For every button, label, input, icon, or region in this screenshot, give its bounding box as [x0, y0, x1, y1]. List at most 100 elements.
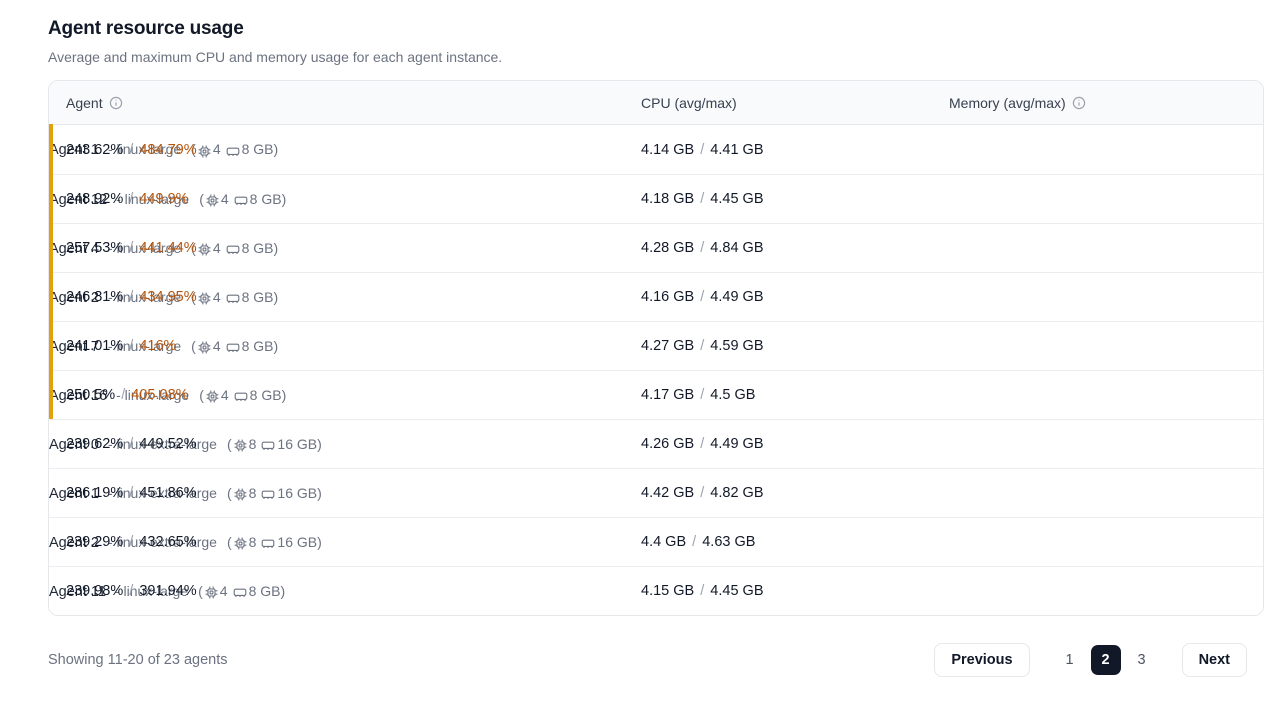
cpu-max-value: 416%: [139, 338, 177, 354]
agent-runner-type: - linux-large: [108, 288, 182, 305]
agent-ram-size: 8 GB: [241, 288, 274, 305]
cpu-usage-cell: 239.98% / 391.94%: [66, 583, 641, 599]
memory-icon: [233, 586, 247, 599]
memory-usage-cell: 4.15 GB / 4.45 GB: [641, 583, 949, 599]
agent-name: Agent 12: [49, 191, 108, 208]
memory-max-value: 4.84 GB: [710, 240, 764, 256]
memory-usage-cell: 4.14 GB / 4.41 GB: [641, 142, 949, 158]
agent-cell: Agent 12 - linux-large ( 4: [49, 191, 286, 208]
cpu-max-value: 434.95%: [139, 289, 197, 305]
cpu-usage-cell: 243.62% / 484.79%: [66, 142, 641, 158]
agent-runner-type: - linux-large: [114, 582, 189, 599]
cpu-chip-icon: [234, 537, 247, 550]
agent-ram-size: 16 GB: [277, 435, 318, 452]
table-row: Agent 7 - linux-large ( 4: [49, 321, 1263, 370]
memory-avg-value: 4.27 GB: [641, 338, 695, 354]
page-number-1[interactable]: 1: [1055, 645, 1085, 675]
value-separator: /: [129, 583, 134, 599]
high-usage-indicator-bar: [49, 272, 53, 321]
agent-spec: ( 4: [191, 288, 279, 305]
agent-ram-size: 8 GB: [241, 337, 274, 354]
memory-icon: [226, 145, 240, 158]
results-summary: Showing 11-20 of 23 agents: [48, 652, 228, 668]
cpu-avg-value: 248.92%: [66, 191, 124, 207]
cpu-max-value: 449.9%: [139, 191, 189, 207]
agent-runner-type: - linux-extra-large: [108, 435, 217, 452]
agent-name: Agent 4: [49, 240, 99, 257]
memory-usage-cell: 4.42 GB / 4.82 GB: [641, 485, 949, 501]
value-separator: /: [700, 191, 705, 207]
agent-spec: ( 8: [226, 435, 322, 452]
agent-spec: ( 4: [199, 386, 287, 403]
info-icon[interactable]: [1072, 96, 1086, 110]
table-row: Agent 2 - linux-extra-large ( 8: [49, 517, 1263, 566]
table-header-row: Agent CPU (avg/max) Memory (avg/max): [49, 81, 1263, 125]
value-separator: /: [700, 387, 705, 403]
agent-cpu-count: 8: [248, 484, 257, 501]
agent-spec: ( 4: [191, 337, 279, 354]
page-subtitle: Average and maximum CPU and memory usage…: [48, 49, 503, 65]
agent-cpu-count: 4: [212, 141, 221, 157]
table-row: Agent 16 - linux-large ( 4: [49, 370, 1263, 419]
memory-avg-value: 4.15 GB: [641, 583, 695, 599]
memory-icon: [226, 292, 240, 305]
memory-icon: [226, 341, 240, 354]
memory-icon: [261, 439, 275, 452]
page: Agent resource usage Average and maximum…: [48, 18, 1264, 677]
page-number-2[interactable]: 2: [1090, 645, 1121, 675]
memory-avg-value: 4.4 GB: [641, 534, 687, 550]
cpu-avg-value: 257.53%: [66, 240, 124, 256]
agent-runner-type: - linux-large: [108, 141, 182, 157]
agent-runner-type: - linux-extra-large: [108, 533, 217, 550]
agent-spec: ( 4: [198, 582, 286, 599]
cpu-chip-icon: [198, 341, 211, 354]
table-row: Agent 11 - linux-large ( 4: [49, 566, 1263, 615]
value-separator: /: [129, 191, 134, 207]
memory-icon: [234, 390, 248, 403]
agent-name: Agent 7: [49, 338, 99, 355]
high-usage-indicator-bar: [49, 124, 53, 174]
cpu-avg-value: 243.62%: [66, 141, 124, 158]
cpu-usage-cell: 241.01% / 416%: [66, 338, 641, 354]
cpu-max-value: 441.44%: [139, 240, 197, 256]
value-separator: /: [700, 141, 705, 158]
table-row: Agent 1 - linux-extra-large ( 8: [49, 468, 1263, 517]
high-usage-indicator-bar: [49, 321, 53, 370]
memory-icon: [261, 488, 275, 501]
agent-ram-size: 8 GB: [241, 239, 274, 256]
agent-spec: ( 4: [191, 239, 279, 256]
high-usage-indicator-bar: [49, 223, 53, 272]
high-usage-indicator-bar: [49, 370, 53, 419]
agent-cpu-count: 4: [212, 337, 221, 354]
agent-cell: Agent 4 - linux-large ( 4: [49, 240, 278, 257]
cpu-avg-value: 241.01%: [66, 338, 124, 354]
memory-usage-cell: 4.16 GB / 4.49 GB: [641, 289, 949, 305]
agent-cell: Agent 0 - linux-extra-large ( 8: [49, 436, 322, 453]
cpu-max-value: 391.94%: [139, 583, 197, 599]
cpu-usage-cell: 248.92% / 449.9%: [66, 191, 641, 207]
agent-name: Agent 2: [49, 289, 99, 306]
cpu-avg-value: 239.62%: [66, 436, 124, 452]
agent-cpu-count: 4: [212, 288, 221, 305]
agent-cell: Agent 2 - linux-extra-large ( 8: [49, 534, 322, 551]
memory-max-value: 4.5 GB: [710, 387, 756, 403]
previous-page-button[interactable]: Previous: [934, 643, 1030, 677]
column-header-memory: Memory (avg/max): [949, 95, 1263, 111]
info-icon[interactable]: [109, 96, 123, 110]
cpu-usage-cell: 250.5% / 405.08%: [66, 387, 641, 403]
value-separator: /: [700, 338, 705, 354]
cpu-usage-cell: 246.81% / 434.95%: [66, 289, 641, 305]
cpu-max-value: 451.86%: [139, 485, 197, 501]
memory-icon: [261, 537, 275, 550]
memory-avg-value: 4.16 GB: [641, 289, 695, 305]
memory-avg-value: 4.42 GB: [641, 485, 695, 501]
memory-max-value: 4.45 GB: [710, 583, 764, 599]
page-number-3[interactable]: 3: [1127, 645, 1157, 675]
agent-name: Agent 2: [49, 534, 99, 551]
agent-cell: Agent 2 - linux-large ( 4: [49, 289, 278, 306]
agent-ram-size: 16 GB: [277, 484, 318, 501]
memory-max-value: 4.59 GB: [710, 338, 764, 354]
value-separator: /: [692, 534, 697, 550]
next-page-button[interactable]: Next: [1181, 643, 1247, 677]
